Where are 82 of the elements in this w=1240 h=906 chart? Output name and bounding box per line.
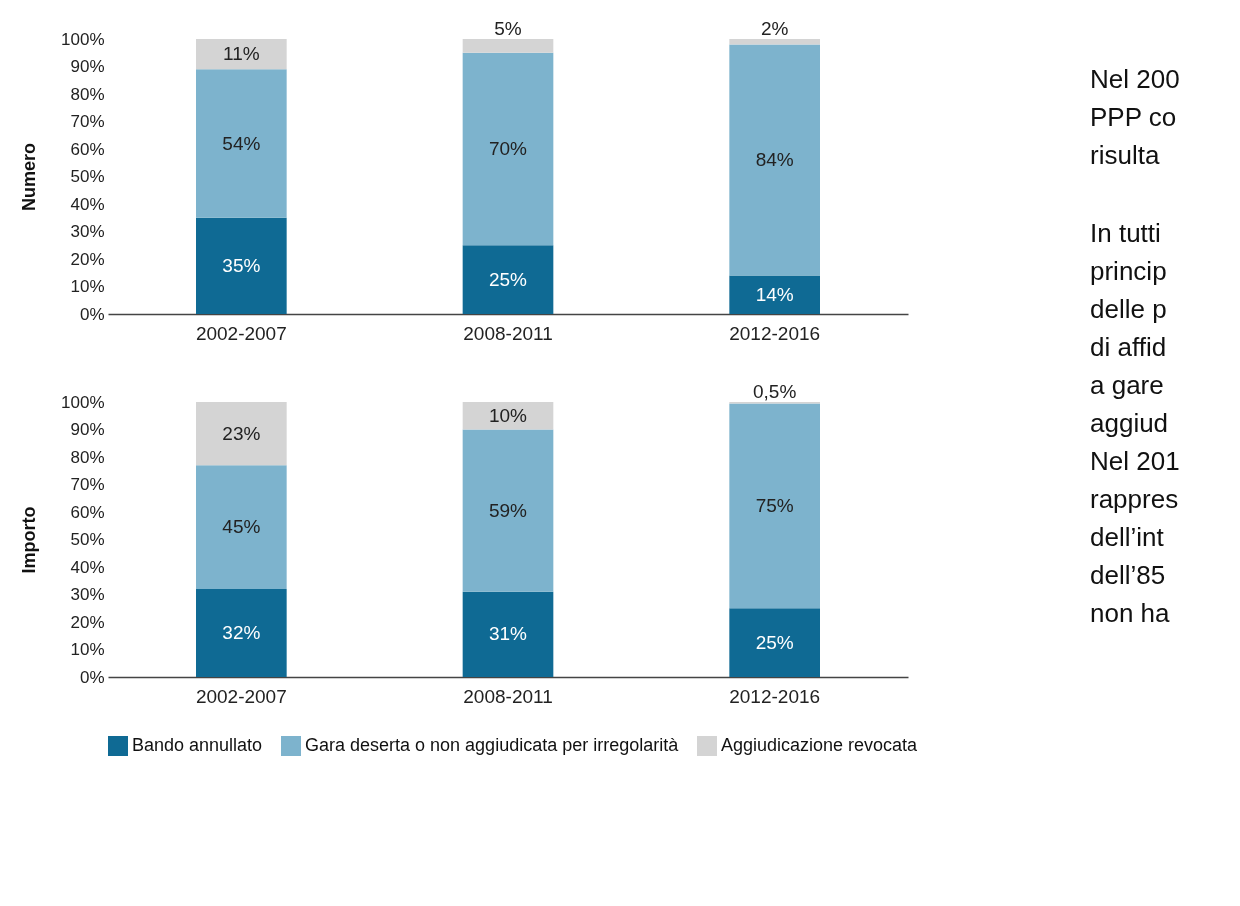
y-tick-label: 50% [70,530,105,549]
bar [196,217,287,314]
data-label: 31% [488,623,528,645]
bar [462,429,554,592]
data-label: 5% [494,18,522,40]
text: di affid [1090,331,1168,364]
data-label: 25% [755,631,794,653]
x-tick-label: 2008-2011 [463,685,553,707]
y-tick-label: 70% [70,475,105,494]
x-tick-label: 2008-2011 [463,322,553,344]
y-tick-label: 80% [70,447,105,467]
y-tick-label: 70% [70,112,105,131]
text: Nel 200 [1090,63,1180,96]
legend-label: Bando annullato [132,735,263,755]
legend-label: Gara deserta o non aggiudicata per irregolarità [305,735,680,755]
data-label: 11% [223,43,260,65]
bar [196,465,287,589]
y-tick-label: 60% [70,139,105,159]
y-tick-label: 30% [70,222,105,241]
data-label: 75% [755,494,794,516]
bar [462,402,554,430]
bar [729,44,820,276]
y-tick-label: 0% [79,667,105,687]
legend-label: Aggiudicazione revocata [721,735,919,755]
x-tick-label: 2002-2007 [195,685,287,707]
y-tick-label: 100% [61,29,105,49]
data-label: 0,5% [753,381,797,403]
bar [729,403,820,609]
text: a gare [1090,369,1165,402]
data-label: 32% [222,622,261,643]
bar [196,69,287,218]
bar [462,39,554,53]
data-label: 84% [755,149,794,170]
y-axis-title: Importo [19,506,40,574]
data-label: 2% [760,18,789,40]
text: princip [1090,255,1168,288]
y-tick-label: 100% [61,392,105,412]
y-tick-label: 0% [79,304,105,324]
data-label: 10% [488,404,528,426]
bar [729,608,820,677]
y-axis-title: Numero [19,142,40,212]
bar [196,589,287,677]
text: dell’85 [1090,559,1167,592]
bar [462,591,554,677]
data-label: 70% [488,138,528,159]
data-label: 54% [222,132,261,154]
x-tick-label: 2012-2016 [729,322,821,344]
data-label: 14% [755,283,794,305]
y-tick-label: 20% [70,612,105,632]
bar [729,39,820,45]
text: aggiud [1090,407,1170,440]
bar [462,245,554,314]
text: non ha [1090,597,1171,630]
y-tick-label: 50% [70,167,105,186]
text: dell’int [1090,521,1165,554]
y-tick-label: 90% [70,420,105,439]
data-label: 45% [222,516,261,538]
bar [196,39,287,70]
text: delle p [1090,293,1168,326]
y-tick-label: 80% [70,84,105,104]
y-tick-label: 20% [70,249,105,269]
data-label: 35% [222,254,261,276]
y-tick-label: 60% [70,502,105,522]
y-tick-label: 40% [70,194,105,214]
text: rappres [1090,483,1180,516]
bar [196,402,287,466]
y-tick-label: 90% [70,57,105,76]
y-tick-label: 10% [70,640,105,659]
y-tick-label: 40% [70,557,105,577]
bar [729,275,820,314]
data-label: 59% [488,499,528,521]
bar [462,52,554,246]
x-tick-label: 2002-2007 [195,322,287,344]
text: In tutti [1090,217,1162,250]
data-label: 25% [488,268,528,290]
text: risulta [1090,139,1161,172]
data-label: 23% [222,422,261,444]
y-tick-label: 10% [70,277,105,296]
text: Nel 201 [1090,445,1180,478]
x-tick-label: 2012-2016 [729,685,821,707]
text: PPP co [1090,101,1178,134]
y-tick-label: 30% [70,585,105,604]
